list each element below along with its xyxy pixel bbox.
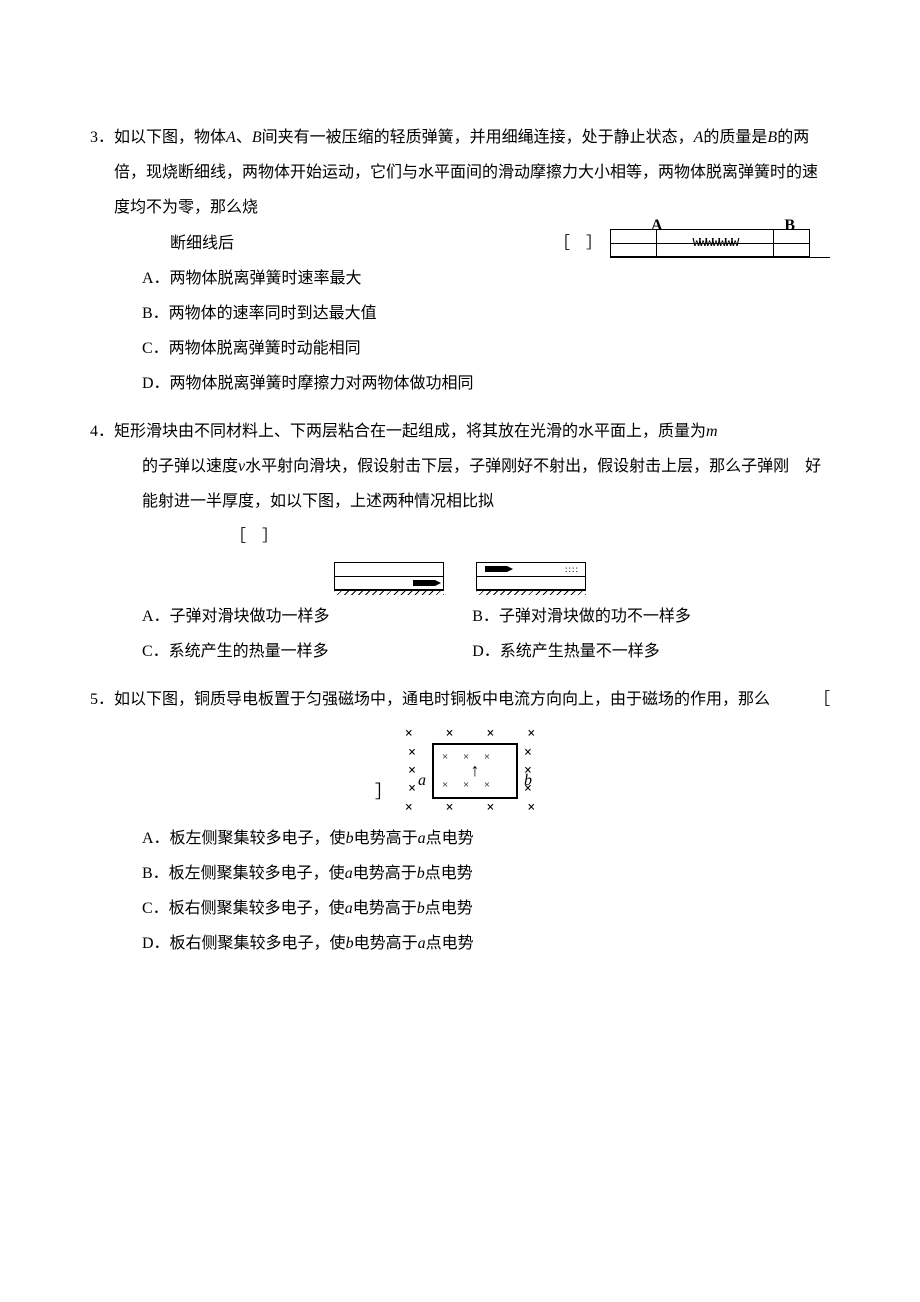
q5-options: A．板左侧聚集较多电子，使b电势高于a点电势 B．板左侧聚集较多电子，使a电势高… (90, 821, 830, 962)
q4-option-c: C．系统产生的热量一样多 (142, 634, 472, 669)
q5-number: 5． (90, 682, 114, 717)
q5-figure-row: ］ × × × × ××× a b × × × ↑ × × × ××× × × … (90, 717, 830, 821)
q3-option-d: D．两物体脱离弹簧时摩擦力对两物体做功相同 (142, 366, 830, 401)
q5-option-d: D．板右侧聚集较多电子，使b电势高于a点电势 (142, 926, 830, 961)
q3-tail-row: 断细线后 ［ ］ A B wwwwwww (90, 226, 830, 261)
q5-side-b: b (524, 763, 532, 798)
q3-option-a: A．两物体脱离弹簧时速率最大 (142, 261, 830, 296)
q4-figure: :::: (90, 554, 830, 599)
q5-side-a: a (418, 763, 426, 798)
q3-stem-tail: 断细线后 (170, 226, 234, 261)
q3-bracket: ［ ］ (554, 226, 602, 261)
q4-number: 4． (90, 414, 114, 449)
question-3: 3． 如以下图，物体A、B间夹有一被压缩的轻质弹簧，并用细绳连接，处于静止状态，… (90, 120, 830, 402)
q4-bracket: ［ ］ (90, 519, 830, 554)
q3-option-c: C．两物体脱离弹簧时动能相同 (142, 331, 830, 366)
q3-options: A．两物体脱离弹簧时速率最大 B．两物体的速率同时到达最大值 C．两物体脱离弹簧… (90, 261, 830, 402)
question-5: 5． 如以下图，铜质导电板置于匀强磁场中，通电时铜板中电流方向向上，由于磁场的作… (90, 682, 830, 962)
q4-stem2: 的子弹以速度v水平射向滑块，假设射击下层，子弹刚好不射出，假设射击上层，那么子弹… (90, 449, 830, 519)
q4-slab-right: :::: (476, 562, 586, 595)
q4-option-b: B．子弹对滑块做的功不一样多 (472, 599, 802, 634)
question-4: 4． 矩形滑块由不同材料上、下两层粘合在一起组成，将其放在光滑的水平面上，质量为… (90, 414, 830, 670)
q5-stem-text: 如以下图，铜质导电板置于匀强磁场中，通电时铜板中电流方向向上，由于磁场的作用，那… (114, 691, 770, 708)
q3-label-b: B (784, 208, 795, 243)
q3-option-b: B．两物体的速率同时到达最大值 (142, 296, 830, 331)
q5-lbracket: ［ (814, 682, 830, 717)
q5-option-b: B．板左侧聚集较多电子，使a电势高于b点电势 (142, 856, 830, 891)
q3-stem-row: 3． 如以下图，物体A、B间夹有一被压缩的轻质弹簧，并用细绳连接，处于静止状态，… (90, 120, 830, 226)
q5-option-c: C．板右侧聚集较多电子，使a电势高于b点电势 (142, 891, 830, 926)
q4-stem1: 矩形滑块由不同材料上、下两层粘合在一起组成，将其放在光滑的水平面上，质量为m (114, 414, 830, 449)
q5-stem: 如以下图，铜质导电板置于匀强磁场中，通电时铜板中电流方向向上，由于磁场的作用，那… (114, 682, 830, 717)
q5-figure: × × × × ××× a b × × × ↑ × × × ××× × × × … (405, 725, 545, 817)
q4-slab-left (334, 562, 444, 595)
q4-stem-row1: 4． 矩形滑块由不同材料上、下两层粘合在一起组成，将其放在光滑的水平面上，质量为… (90, 414, 830, 449)
q3-label-a: A (651, 208, 663, 243)
q5-rbracket: ］ (375, 773, 393, 817)
q5-stem-row: 5． 如以下图，铜质导电板置于匀强磁场中，通电时铜板中电流方向向上，由于磁场的作… (90, 682, 830, 717)
q3-figure: A B wwwwwww (610, 229, 830, 258)
q4-options: A．子弹对滑块做功一样多 B．子弹对滑块做的功不一样多 C．系统产生的热量一样多… (90, 599, 830, 669)
q4-option-d: D．系统产生热量不一样多 (472, 634, 802, 669)
q4-option-a: A．子弹对滑块做功一样多 (142, 599, 472, 634)
q5-option-a: A．板左侧聚集较多电子，使b电势高于a点电势 (142, 821, 830, 856)
q3-number: 3． (90, 120, 114, 226)
q3-stem: 如以下图，物体A、B间夹有一被压缩的轻质弹簧，并用细绳连接，处于静止状态，A的质… (114, 120, 830, 226)
